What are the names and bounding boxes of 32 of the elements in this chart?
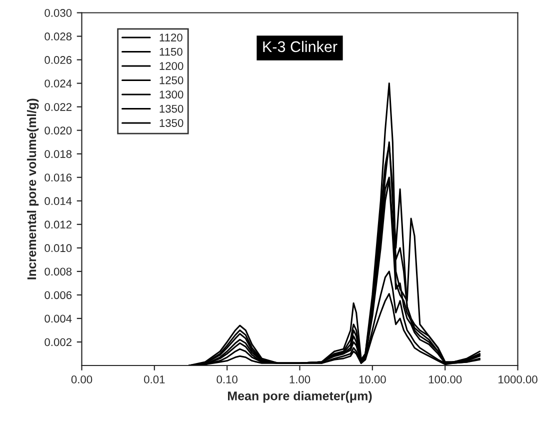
legend-label: 1250 bbox=[160, 76, 184, 84]
legend-label: 1150 bbox=[160, 48, 182, 56]
y-tick-label: 0.018 bbox=[44, 150, 72, 158]
y-tick-label: 0.028 bbox=[44, 32, 72, 40]
legend-label: 1350 bbox=[160, 119, 184, 127]
y-tick-label: 0.022 bbox=[44, 103, 72, 111]
y-tick-label: 0.030 bbox=[44, 9, 72, 17]
y-tick-label: 0.004 bbox=[44, 314, 72, 323]
legend-label: 1350 bbox=[160, 104, 184, 113]
y-tick-label: 0.020 bbox=[44, 126, 72, 134]
legend-label: 1120 bbox=[160, 34, 182, 42]
y-tick-label: 0.012 bbox=[44, 220, 72, 229]
y-tick-label: 0.010 bbox=[44, 244, 72, 252]
y-tick-label: 0.014 bbox=[44, 197, 72, 206]
x-tick-label: 0.01 bbox=[144, 376, 165, 384]
x-tick-label: 10.00 bbox=[359, 376, 386, 384]
x-tick-label: 0.10 bbox=[216, 376, 238, 384]
x-axis-title: Mean pore diameter(μm) bbox=[228, 391, 372, 403]
y-tick-label: 0.016 bbox=[44, 174, 72, 182]
legend-label: 1300 bbox=[160, 90, 184, 98]
legend-label: 1200 bbox=[160, 62, 184, 70]
x-tick-label: 1.00 bbox=[290, 376, 310, 384]
y-axis-title: Incremental pore volume(ml/g) bbox=[26, 98, 39, 280]
y-tick-label: 0.002 bbox=[44, 338, 72, 346]
y-tick-label: 0.008 bbox=[44, 268, 72, 276]
x-tick-label: 1000.00 bbox=[498, 376, 538, 384]
y-tick-label: 0.006 bbox=[44, 291, 72, 300]
x-tick-label: 0.00 bbox=[71, 376, 92, 384]
x-tick-label: 100.00 bbox=[428, 376, 462, 384]
annotation: K-3 Clinker bbox=[263, 40, 338, 52]
y-tick-label: 0.026 bbox=[44, 56, 72, 64]
y-tick-label: 0.024 bbox=[44, 80, 72, 88]
